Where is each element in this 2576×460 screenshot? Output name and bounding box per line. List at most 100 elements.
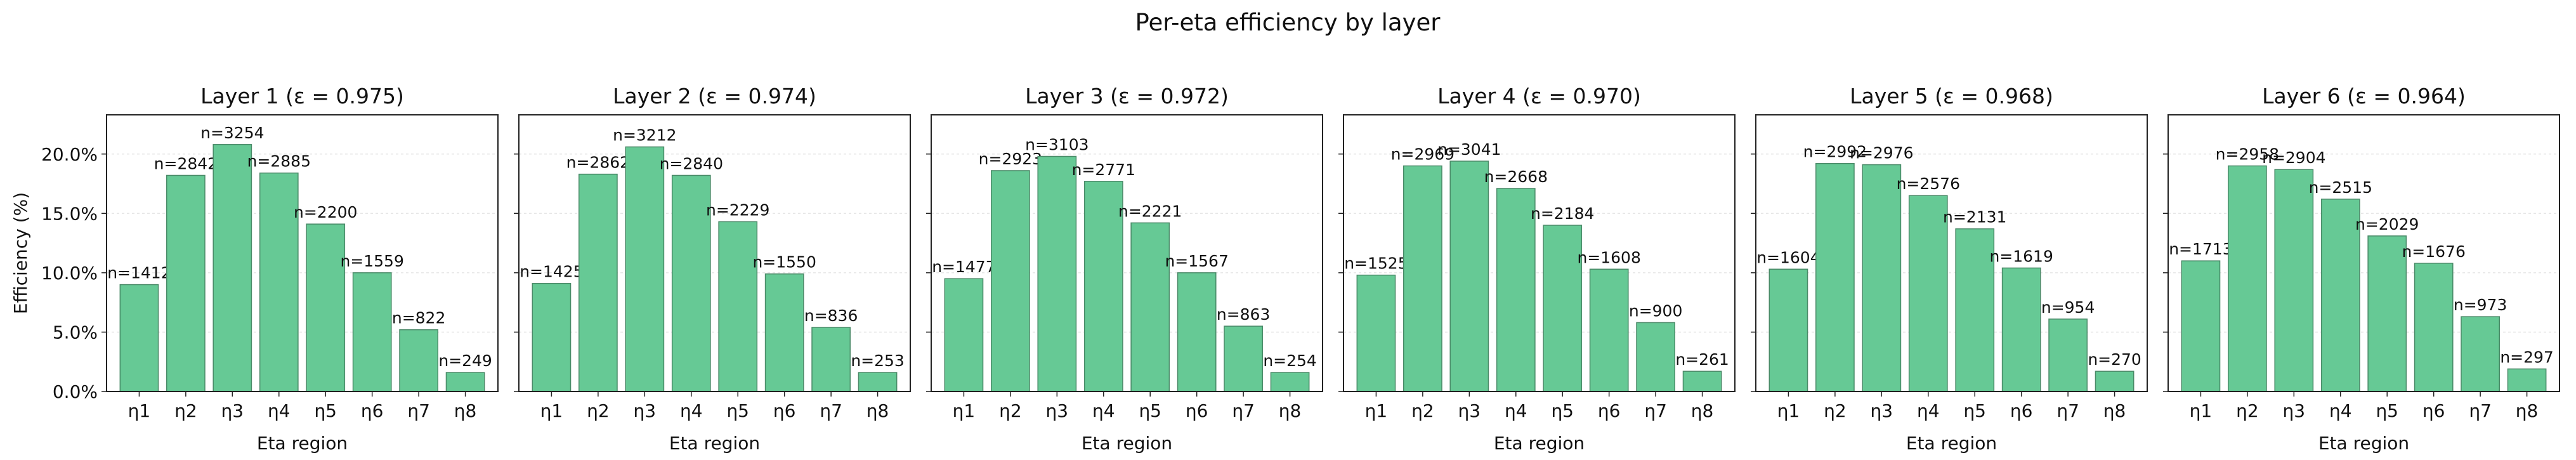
bar-count-label: n=270: [2088, 350, 2141, 369]
x-tick-label: η6: [2010, 400, 2033, 421]
axes-frame: [518, 114, 911, 392]
x-tick-label: η8: [866, 400, 889, 421]
bar: [1449, 161, 1489, 392]
x-tick-label: η5: [2376, 400, 2398, 421]
bar-count-label: n=297: [2500, 348, 2554, 366]
panel-title: Layer 3 (ε = 0.972): [1025, 84, 1229, 108]
bar-count-label: n=1477: [932, 258, 995, 276]
bar: [399, 329, 438, 392]
bar-count-label: n=2200: [294, 203, 357, 221]
bar-count-label: n=2515: [2309, 178, 2372, 197]
x-tick-label: η1: [128, 400, 151, 421]
panel-title: Layer 1 (ε = 0.975): [200, 84, 404, 108]
bar-count-label: n=2885: [247, 152, 311, 171]
x-tick-label: η5: [726, 400, 749, 421]
axes-frame: [1755, 114, 2148, 392]
bar-count-label: n=2969: [1391, 145, 1455, 163]
axes-frame: [106, 114, 499, 392]
x-tick-label: η4: [680, 400, 703, 421]
bar: [1270, 372, 1310, 392]
bar-count-label: n=1425: [520, 263, 583, 281]
y-tick-label: 20.0%: [41, 144, 98, 165]
bar-count-label: n=2840: [660, 154, 723, 173]
bar-count-label: n=2958: [2216, 145, 2279, 163]
panel-title: Layer 4 (ε = 0.970): [1437, 84, 1641, 108]
bar: [1815, 162, 1855, 392]
bar-count-label: n=3041: [1437, 140, 1501, 159]
panel-title: Layer 5 (ε = 0.968): [1850, 84, 2053, 108]
x-tick-label: η3: [2283, 400, 2306, 421]
bar-count-label: n=1604: [1756, 248, 1820, 266]
bar: [858, 372, 898, 392]
bar: [2181, 260, 2221, 392]
bar-count-label: n=254: [1263, 352, 1317, 370]
bar-count-label: n=1412: [107, 264, 171, 282]
bar: [579, 173, 618, 392]
x-tick-label: η5: [1139, 400, 1161, 421]
bar-count-label: n=1676: [2402, 242, 2465, 261]
x-tick-label: η2: [587, 400, 610, 421]
x-axis-label: Eta region: [2318, 433, 2409, 454]
bar-count-label: n=2976: [1850, 144, 1913, 162]
bar-count-label: n=2862: [566, 154, 630, 172]
bar: [764, 273, 804, 392]
axes-frame: [931, 114, 1323, 392]
bar: [2320, 199, 2360, 392]
bar-count-label: n=2184: [1531, 204, 1594, 223]
bar: [2048, 319, 2088, 392]
bar-count-label: n=2842: [154, 154, 218, 173]
bar: [1177, 272, 1217, 392]
bar: [2461, 316, 2500, 392]
bar-count-label: n=954: [2041, 298, 2095, 317]
bar: [625, 146, 665, 392]
x-tick-label: η7: [407, 400, 430, 421]
bar: [1636, 322, 1675, 392]
bar: [1130, 222, 1170, 392]
panel-title: Layer 2 (ε = 0.974): [613, 84, 816, 108]
x-tick-label: η8: [2516, 400, 2539, 421]
x-axis-label: Eta region: [1906, 433, 1997, 454]
bar-count-label: n=2029: [2355, 215, 2419, 233]
bar: [944, 278, 984, 392]
x-tick-label: η4: [2329, 400, 2352, 421]
bar: [1037, 155, 1077, 392]
bar: [1356, 274, 1396, 392]
x-tick-label: η5: [1963, 400, 1986, 421]
bar: [2001, 267, 2041, 392]
bar-count-label: n=863: [1217, 305, 1271, 324]
y-tick-label: 0.0%: [53, 381, 98, 402]
x-tick-label: η4: [268, 400, 291, 421]
bar-count-label: n=822: [392, 309, 446, 327]
x-tick-label: η1: [953, 400, 976, 421]
x-tick-label: η2: [2236, 400, 2259, 421]
x-tick-label: η1: [1365, 400, 1388, 421]
bar-count-label: n=1619: [1989, 247, 2053, 265]
x-tick-label: η2: [1824, 400, 1847, 421]
bar-count-label: n=249: [438, 352, 492, 370]
x-tick-label: η6: [1598, 400, 1621, 421]
bar: [1496, 188, 1536, 392]
x-tick-label: η7: [1232, 400, 1255, 421]
bar: [671, 174, 711, 392]
axes-frame: [2167, 114, 2560, 392]
bar: [1955, 228, 1995, 392]
axes-frame: [1343, 114, 1736, 392]
bar-count-label: n=1559: [340, 252, 403, 270]
bar-count-label: n=3212: [613, 126, 676, 145]
x-tick-label: η7: [2056, 400, 2079, 421]
x-axis-label: Eta region: [669, 433, 760, 454]
bar: [2414, 263, 2454, 392]
bar: [1224, 325, 1263, 392]
bar: [1589, 268, 1629, 392]
bar: [1083, 181, 1123, 392]
x-tick-label: η3: [634, 400, 657, 421]
bar: [811, 327, 851, 392]
bar: [2274, 169, 2314, 392]
bar: [532, 282, 572, 392]
x-tick-label: η1: [1777, 400, 1800, 421]
x-tick-label: η3: [1871, 400, 1893, 421]
y-axis-label: Efficiency (%): [10, 192, 31, 314]
bar-count-label: n=2668: [1484, 168, 1548, 186]
x-tick-label: η8: [1691, 400, 1714, 421]
